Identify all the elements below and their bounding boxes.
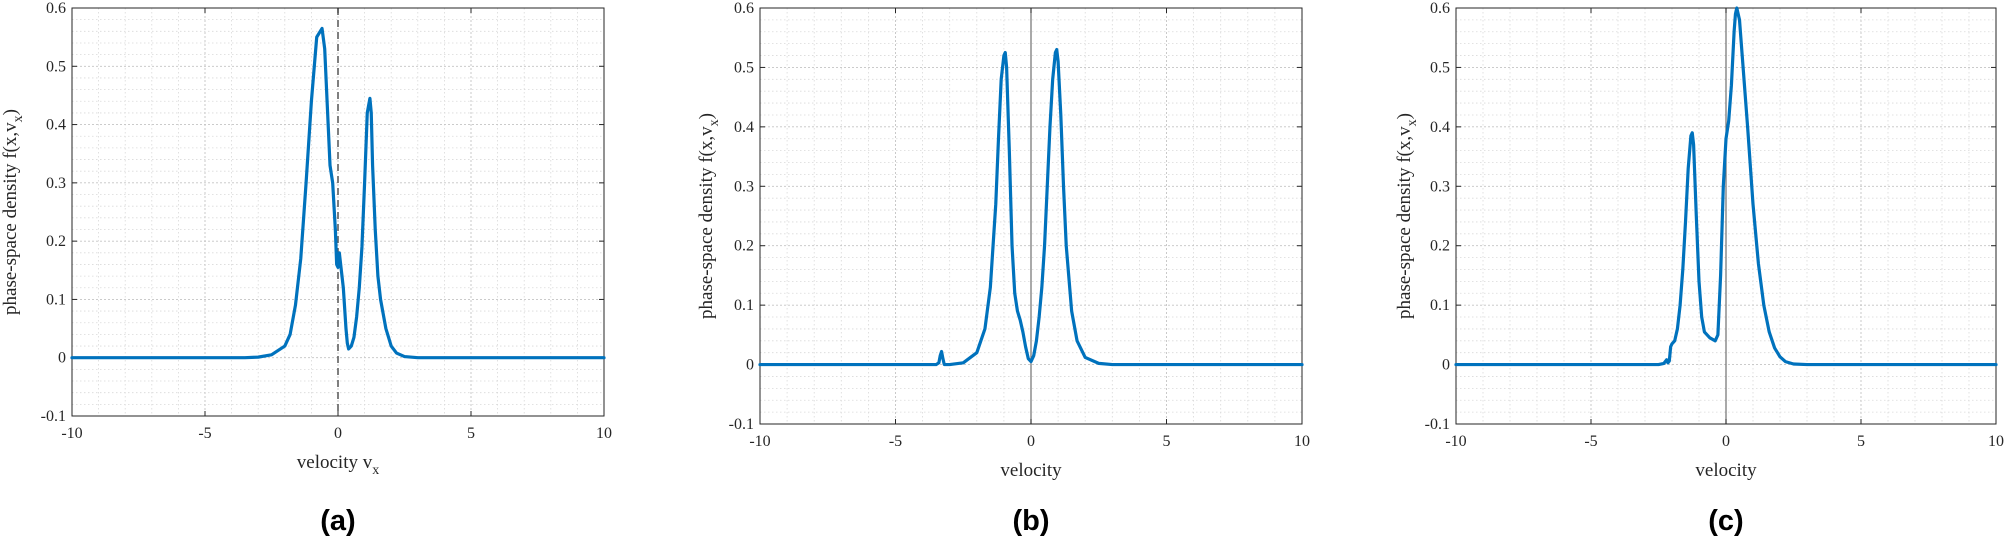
chart-1-xtick-label: 10 [1294, 433, 1310, 450]
chart-2-ylabel-text: phase-space density f(x,v [1394, 126, 1415, 319]
chart-0-xtick-label: 5 [467, 425, 475, 442]
chart-1-xtick-label: 5 [1163, 433, 1171, 450]
chart-0-ytick-label: 0.3 [46, 175, 66, 192]
chart-2-ytick-label: 0.3 [1430, 178, 1450, 195]
panel-b: -10 -5 0 5 10 -0.1 0 0.1 0.2 0.3 0.4 0.5 0.6 velocity… [696, 0, 1310, 537]
chart-2-panel-label: (c) [1708, 505, 1743, 537]
chart-1-ylabel-text: phase-space density f(x,v [696, 126, 717, 319]
chart-1-ytick-label: 0.5 [734, 59, 754, 76]
chart-1-ytick-label: 0.2 [734, 238, 754, 255]
chart-2-xlabel: velocity [1695, 460, 1757, 481]
chart-0-ytick-label: 0.5 [46, 58, 66, 75]
chart-1-ylabel: phase-space density f(x,vx) [696, 113, 722, 319]
chart-0-ylabel: phase-space density f(x,vx) [0, 109, 26, 315]
chart-1-xtick-label: -10 [749, 433, 770, 450]
chart-1-xlabel: velocity [1000, 460, 1062, 481]
chart-1-ytick-label: -0.1 [729, 416, 754, 433]
chart-1-ytick-label: 0.1 [734, 297, 754, 314]
chart-0-ytick-label: 0.4 [46, 117, 66, 134]
chart-1-ylabel-sub: x [707, 119, 722, 126]
chart-2-xtick-label: 10 [1988, 433, 2004, 450]
chart-0-ytick-label: 0.1 [46, 291, 66, 308]
chart-2-xtick-label: -5 [1584, 433, 1597, 450]
chart-0-panel-label: (a) [320, 505, 355, 537]
chart-0-xtick-label: 10 [596, 425, 612, 442]
chart-2-series-line [1454, 6, 1998, 367]
chart-0-ytick-label: -0.1 [41, 408, 66, 425]
panel-a: -10 -5 0 5 10 -0.1 0 0.1 0.2 0.3 0.4 0.5 0.6 velocity… [0, 0, 612, 537]
chart-0-xtick-label: -10 [61, 425, 82, 442]
chart-2-ytick-label: 0.4 [1430, 119, 1450, 136]
chart-0-ytick-label: 0.6 [46, 0, 66, 17]
chart-1-ytick-label: 0 [746, 357, 754, 374]
chart-0-ytick-label: 0 [58, 350, 66, 367]
chart-0-xtick-label: -5 [198, 425, 211, 442]
chart-0-xlabel: velocity vx [297, 452, 379, 478]
chart-2-ylabel-close: ) [1394, 113, 1415, 119]
chart-2-ytick-label: 0.2 [1430, 238, 1450, 255]
chart-2-xtick-label: 0 [1722, 433, 1730, 450]
chart-0-series-line [70, 26, 606, 360]
chart-0-ylabel-sub: x [11, 115, 26, 122]
chart-0-ytick-label: 0.2 [46, 233, 66, 250]
chart-1-xlabel-text: velocity [1000, 460, 1062, 481]
chart-1-series-line [758, 48, 1304, 367]
chart-2-ylabel-sub: x [1405, 119, 1420, 126]
chart-2-ytick-label: 0.1 [1430, 297, 1450, 314]
chart-0-xtick-label: 0 [334, 425, 342, 442]
chart-2-ytick-label: 0.6 [1430, 0, 1450, 17]
chart-0-xlabel-text: velocity v [297, 452, 373, 473]
chart-2-xtick-label: 5 [1857, 433, 1865, 450]
chart-0-xlabel-sub: x [372, 463, 379, 478]
chart-0-ylabel-text: phase-space density f(x,v [0, 122, 21, 315]
chart-1-ylabel-close: ) [696, 113, 717, 119]
chart-2-xlabel-text: velocity [1695, 460, 1757, 481]
chart-2-ytick-label: 0.5 [1430, 59, 1450, 76]
chart-1-panel-label: (b) [1012, 505, 1049, 537]
chart-1-xtick-label: -5 [889, 433, 902, 450]
chart-1-xtick-label: 0 [1027, 433, 1035, 450]
chart-2-ylabel: phase-space density f(x,vx) [1394, 113, 1420, 319]
chart-1-ytick-label: 0.3 [734, 178, 754, 195]
chart-2-ytick-label: 0 [1442, 357, 1450, 374]
chart-2-ytick-label: -0.1 [1425, 416, 1450, 433]
chart-1-ytick-label: 0.6 [734, 0, 754, 17]
chart-2-xtick-label: -10 [1445, 433, 1466, 450]
chart-0-ylabel-close: ) [0, 109, 21, 115]
panel-c: -10 -5 0 5 10 -0.1 0 0.1 0.2 0.3 0.4 0.5 0.6 velocity… [1394, 0, 2004, 537]
chart-1-ytick-label: 0.4 [734, 119, 754, 136]
